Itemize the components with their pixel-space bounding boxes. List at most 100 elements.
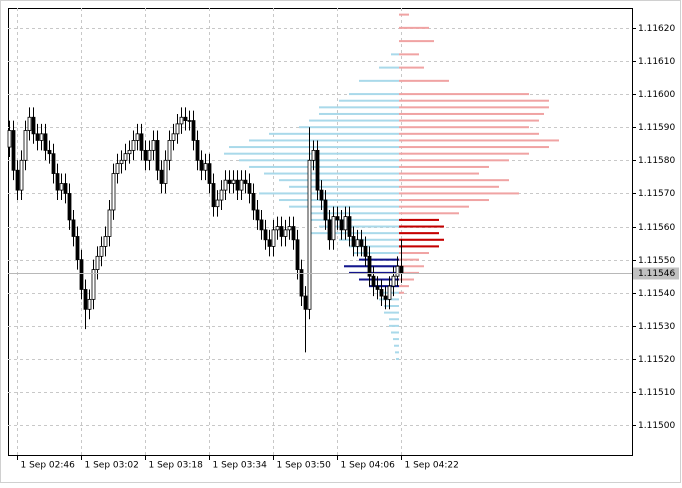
profile-bar	[349, 245, 399, 248]
profile-bar	[249, 165, 399, 168]
candle-body	[347, 216, 352, 237]
candle-body	[43, 133, 48, 151]
candle-body	[75, 236, 80, 261]
profile-bar	[399, 232, 439, 235]
profile-bar	[399, 185, 499, 188]
y-tick-label: 1.11590	[638, 123, 675, 133]
candle-body	[375, 285, 380, 290]
y-tick-label: 1.11560	[638, 223, 675, 233]
profile-bar	[399, 238, 444, 241]
candle-body	[23, 130, 28, 161]
candle-body	[163, 159, 168, 184]
candle-body	[311, 149, 316, 161]
profile-bar	[354, 252, 399, 255]
profile-bar	[399, 53, 419, 56]
candle-body	[11, 130, 16, 171]
profile-bar	[399, 212, 459, 215]
profile-bar	[309, 212, 399, 215]
candle-body	[111, 173, 116, 211]
profile-bar	[399, 13, 409, 16]
candle-body	[91, 269, 96, 300]
candle-body	[203, 163, 208, 171]
profile-bar	[269, 132, 399, 135]
candle-body	[183, 116, 188, 121]
candle-body	[179, 116, 184, 125]
profile-bar	[391, 53, 399, 56]
candle-body	[39, 133, 44, 141]
candle-body	[343, 216, 348, 231]
y-tick-label: 1.11500	[638, 421, 675, 431]
candle-body	[299, 269, 304, 297]
candle-body	[191, 120, 196, 141]
candle-body	[355, 239, 360, 247]
candle-body	[15, 169, 20, 191]
candle-body	[67, 193, 72, 221]
candle-body	[123, 153, 128, 161]
profile-bar	[309, 119, 399, 122]
profile-bar	[359, 278, 399, 281]
profile-bar	[359, 79, 399, 82]
y-tick-label: 1.11550	[638, 256, 675, 266]
layer: 1.11500 1.11510 1.11520 1.11530 1.11540 1.115…	[7, 8, 679, 471]
profile-bar	[399, 152, 529, 155]
profile-bar	[399, 165, 489, 168]
candle-body	[187, 120, 192, 122]
candle-body	[295, 239, 300, 270]
y-tick-label: 1.11570	[638, 189, 675, 199]
candle-body	[335, 216, 340, 221]
candle-body	[331, 216, 336, 241]
candle-body	[71, 219, 76, 237]
x-tick-label: 1 Sep 03:02	[85, 461, 139, 471]
candle-body	[151, 140, 156, 151]
profile-bar	[399, 245, 439, 248]
candle-body	[371, 275, 376, 287]
profile-bar	[344, 265, 399, 268]
candle-body	[315, 149, 320, 191]
candle-body	[87, 298, 92, 310]
y-tick-label: 1.11530	[638, 322, 675, 332]
candle-body	[363, 245, 368, 257]
profile-bar	[399, 205, 469, 208]
profile-bar	[384, 305, 399, 307]
profile-bar	[399, 265, 424, 268]
profile-bar	[399, 172, 479, 175]
profile-bar	[289, 185, 399, 188]
y-tick-label: 1.11510	[638, 388, 675, 398]
candle-body	[83, 289, 88, 310]
candle-body	[99, 245, 104, 257]
profile-bar	[289, 205, 399, 208]
candle-body	[323, 199, 328, 221]
candle-body	[219, 189, 224, 201]
profile-bar	[399, 291, 404, 294]
profile-bar	[399, 119, 539, 122]
profile-bar	[399, 225, 444, 228]
profile-bar	[399, 79, 449, 82]
candle-body	[287, 226, 292, 231]
candle-body	[55, 173, 60, 191]
y-tick-label: 1.11600	[638, 90, 675, 100]
candle-body	[283, 229, 288, 237]
candle-body	[195, 140, 200, 161]
profile-bar	[399, 99, 549, 102]
profile-bar	[399, 252, 429, 255]
profile-bar	[339, 99, 399, 102]
candle-body	[303, 295, 308, 310]
profile-bar	[319, 225, 399, 228]
candle-body	[31, 116, 36, 135]
candle-body	[247, 183, 252, 194]
y-tick-label: 1.11610	[638, 57, 675, 67]
profile-bar	[399, 126, 529, 129]
candle-body	[143, 149, 148, 161]
profile-bar	[399, 179, 509, 182]
profile-bar	[224, 152, 399, 155]
profile-bar	[399, 93, 529, 96]
candle-body	[255, 209, 260, 221]
profile-bar	[389, 318, 399, 321]
candle-body	[207, 163, 212, 184]
candle-body	[243, 179, 248, 184]
candle-body	[307, 159, 312, 310]
candle-body	[119, 159, 124, 165]
profile-bar	[399, 40, 434, 43]
candle-body	[367, 255, 372, 277]
